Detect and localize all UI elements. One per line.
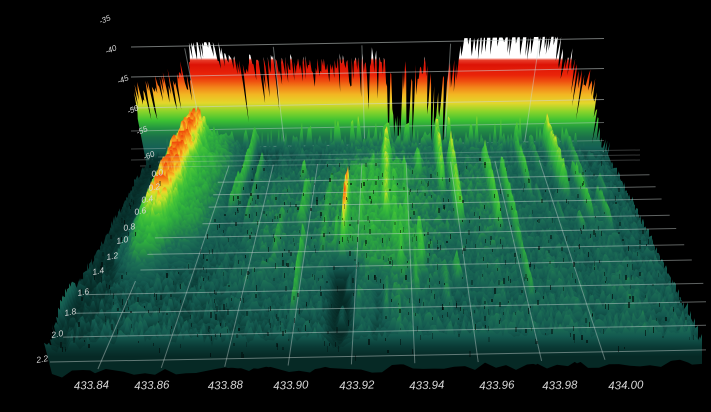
svg-text:1.4: 1.4 <box>91 265 105 277</box>
svg-text:433.96: 433.96 <box>479 379 515 392</box>
svg-text:433.92: 433.92 <box>339 379 375 392</box>
svg-text:1.8: 1.8 <box>63 306 77 318</box>
svg-text:433.98: 433.98 <box>542 379 578 392</box>
svg-text:433.94: 433.94 <box>409 379 445 392</box>
svg-text:0.4: 0.4 <box>140 193 154 205</box>
svg-text:-35: -35 <box>98 13 113 26</box>
svg-text:-45: -45 <box>116 73 131 86</box>
svg-text:0.2: 0.2 <box>147 181 161 193</box>
svg-text:434.00: 434.00 <box>608 379 644 392</box>
svg-text:433.84: 433.84 <box>74 379 110 392</box>
svg-text:-50: -50 <box>126 103 141 116</box>
svg-text:1.6: 1.6 <box>76 286 90 298</box>
svg-text:0.0: 0.0 <box>150 167 164 179</box>
svg-text:0.6: 0.6 <box>133 205 147 217</box>
svg-text:433.90: 433.90 <box>273 379 309 392</box>
svg-text:2.0: 2.0 <box>49 328 64 340</box>
svg-text:-40: -40 <box>104 43 119 56</box>
svg-text:2.2: 2.2 <box>34 353 49 365</box>
svg-text:433.88: 433.88 <box>208 379 244 392</box>
svg-text:-60: -60 <box>142 149 157 162</box>
svg-text:1.0: 1.0 <box>115 234 129 246</box>
svg-text:0.8: 0.8 <box>122 221 136 233</box>
svg-text:-55: -55 <box>135 124 150 137</box>
svg-text:433.86: 433.86 <box>134 379 170 392</box>
svg-text:1.2: 1.2 <box>105 250 119 262</box>
